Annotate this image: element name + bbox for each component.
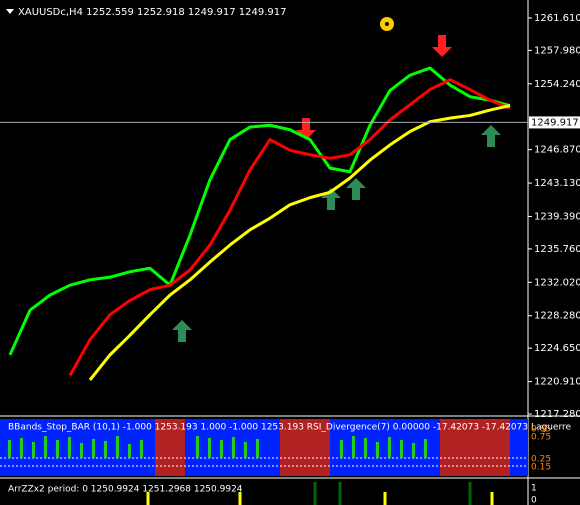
series-line	[68, 78, 511, 377]
level-label: 0.75	[531, 433, 551, 443]
decor-ticks	[146, 492, 494, 505]
y-tick-label: 1228.280	[534, 311, 580, 322]
y-tick-label: 1254.240	[534, 79, 580, 90]
y-tick-label: 1217.280	[534, 409, 580, 420]
level-label: 0.25	[531, 455, 551, 465]
y-tick-label: 1246.870	[534, 145, 580, 156]
series-line	[8, 66, 511, 356]
y-tick-label: 1220.910	[534, 377, 580, 388]
menu-icon	[6, 9, 14, 14]
y-tick-label: 1261.610	[534, 13, 580, 24]
decor-bars	[8, 436, 427, 458]
series-line	[88, 104, 511, 381]
decor-ticks	[313, 482, 472, 505]
y-tick-label: 1239.390	[534, 211, 580, 222]
current-price-label: 1249.917	[531, 117, 579, 128]
level-label: 1	[531, 484, 537, 494]
indicator-label: ArrZZx2 period: 0 1250.9924 1251.2968 12…	[8, 485, 243, 495]
level-label: 0	[531, 496, 537, 505]
chart-title: XAUUSDc,H4 1252.559 1252.918 1249.917 12…	[18, 7, 287, 18]
pane-band	[440, 419, 510, 476]
y-tick-label: 1224.650	[534, 343, 580, 354]
current-price-box	[529, 116, 580, 129]
y-tick-label: 1232.020	[534, 277, 580, 288]
level-label: 0.85	[531, 425, 551, 435]
y-tick-label: 1235.760	[534, 244, 580, 255]
y-tick-label: 1243.130	[534, 178, 580, 189]
indicator-label: BBands_Stop_BAR (10,1) -1.000 1253.193 1…	[8, 423, 571, 433]
y-tick-label: 1257.980	[534, 45, 580, 56]
level-label: 0.15	[531, 463, 551, 473]
